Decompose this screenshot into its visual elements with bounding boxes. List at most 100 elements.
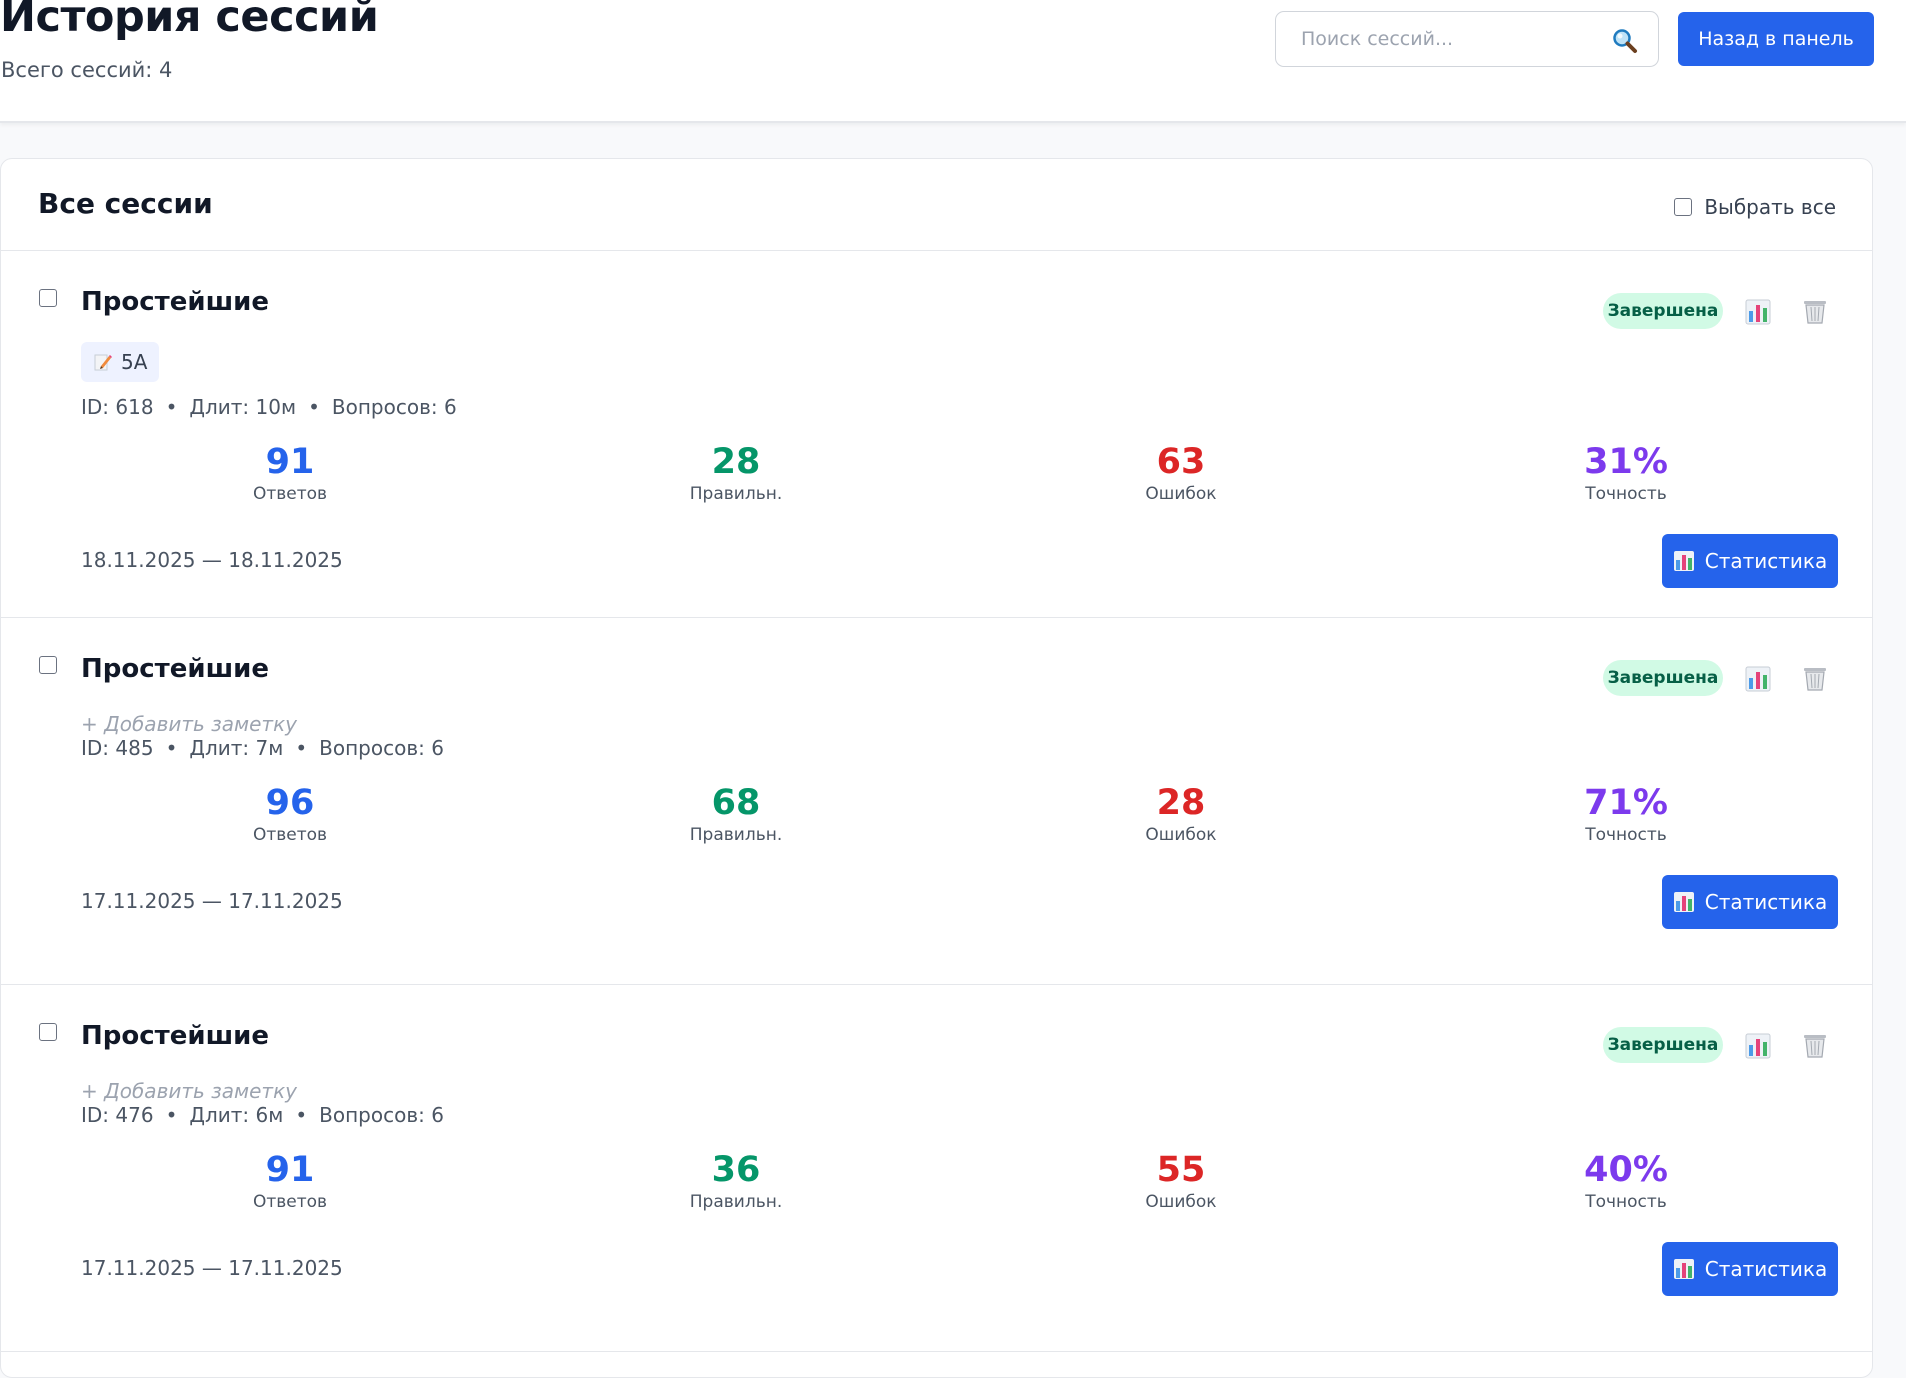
bar-chart-icon — [1673, 1259, 1694, 1279]
session-questions: Вопросов: 6 — [319, 1103, 444, 1127]
session-dates: 17.11.2025 — 17.11.2025 — [81, 889, 343, 913]
search-icon[interactable] — [1612, 28, 1638, 54]
session-questions: Вопросов: 6 — [319, 736, 444, 760]
pencil-icon — [94, 354, 112, 371]
answers-label: Ответов — [252, 484, 328, 504]
trash-icon[interactable] — [1801, 297, 1829, 325]
bar-chart-icon — [1673, 892, 1694, 912]
answers-value: 91 — [265, 1150, 315, 1190]
statistics-button[interactable]: Статистика — [1662, 1242, 1838, 1296]
session-checkbox[interactable] — [39, 289, 57, 307]
status-badge: Завершена — [1603, 293, 1723, 329]
errors-label: Ошибок — [1145, 484, 1217, 504]
session-dates: 18.11.2025 — 18.11.2025 — [81, 548, 343, 572]
separator: • — [165, 395, 178, 419]
select-all[interactable]: Выбрать все — [1674, 195, 1836, 219]
back-to-dashboard-button[interactable]: Назад в панель — [1678, 12, 1874, 66]
correct-label: Правильн. — [689, 825, 783, 845]
statistics-label: Статистика — [1704, 549, 1828, 573]
stat-errors: 63 Ошибок — [1071, 441, 1291, 505]
separator: • — [308, 395, 320, 419]
session-card: Простейшие Завершена + Добавить заметку … — [1, 985, 1872, 1352]
session-dates: 17.11.2025 — 17.11.2025 — [81, 1256, 343, 1280]
separator: • — [295, 1103, 308, 1127]
session-count: Всего сессий: 4 — [1, 58, 173, 82]
answers-label: Ответов — [252, 825, 328, 845]
errors-value: 55 — [1156, 1150, 1206, 1190]
bar-chart-icon — [1673, 551, 1694, 571]
stat-accuracy: 40% Точность — [1516, 1149, 1736, 1213]
trash-icon[interactable] — [1801, 664, 1829, 692]
answers-value: 96 — [265, 783, 315, 823]
status-badge: Завершена — [1603, 1027, 1723, 1063]
panel-title: Все сессии — [38, 187, 213, 220]
stat-correct: 68 Правильн. — [626, 782, 846, 846]
stat-errors: 55 Ошибок — [1071, 1149, 1291, 1213]
panel-header: Все сессии Выбрать все — [1, 159, 1872, 251]
separator: • — [165, 736, 178, 760]
session-title: Простейшие — [81, 1021, 270, 1051]
session-meta: ID: 618 • Длит: 10м • Вопросов: 6 — [81, 395, 457, 419]
status-badge: Завершена — [1603, 660, 1723, 696]
stat-answers: 96 Ответов — [180, 782, 400, 846]
accuracy-label: Точность — [1585, 825, 1667, 845]
errors-label: Ошибок — [1145, 1192, 1217, 1212]
session-duration: Длит: 7м — [189, 736, 284, 760]
answers-value: 91 — [265, 442, 315, 482]
accuracy-value: 31% — [1584, 442, 1668, 482]
stat-accuracy: 71% Точность — [1516, 782, 1736, 846]
select-all-label: Выбрать все — [1704, 195, 1836, 219]
session-duration: Длит: 6м — [189, 1103, 284, 1127]
session-id: ID: 618 — [81, 395, 154, 419]
session-title: Простейшие — [81, 654, 270, 684]
statistics-label: Статистика — [1704, 1257, 1828, 1281]
bar-chart-icon[interactable] — [1745, 299, 1771, 325]
session-checkbox[interactable] — [39, 1023, 57, 1041]
add-note-link[interactable]: + Добавить заметку — [81, 1079, 297, 1103]
bar-chart-icon[interactable] — [1745, 1033, 1771, 1059]
errors-label: Ошибок — [1145, 825, 1217, 845]
search-input[interactable] — [1276, 12, 1658, 66]
select-all-checkbox[interactable] — [1674, 198, 1693, 216]
session-id: ID: 476 — [81, 1103, 154, 1127]
separator: • — [165, 1103, 178, 1127]
correct-value: 28 — [711, 442, 761, 482]
correct-label: Правильн. — [689, 484, 783, 504]
separator: • — [295, 736, 308, 760]
session-title: Простейшие — [81, 287, 270, 317]
session-meta: ID: 476 • Длит: 6м • Вопросов: 6 — [81, 1103, 444, 1127]
correct-value: 36 — [711, 1150, 761, 1190]
add-note-link[interactable]: + Добавить заметку — [81, 712, 297, 736]
accuracy-value: 40% — [1584, 1150, 1668, 1190]
stat-answers: 91 Ответов — [180, 1149, 400, 1213]
stat-answers: 91 Ответов — [180, 441, 400, 505]
stat-accuracy: 31% Точность — [1516, 441, 1736, 505]
stat-errors: 28 Ошибок — [1071, 782, 1291, 846]
page-title: История сессий — [0, 0, 379, 42]
sessions-panel: Все сессии Выбрать все Простейшие Заверш… — [0, 158, 1873, 1378]
stat-correct: 28 Правильн. — [626, 441, 846, 505]
bar-chart-icon[interactable] — [1745, 666, 1771, 692]
trash-icon[interactable] — [1801, 1031, 1829, 1059]
statistics-button[interactable]: Статистика — [1662, 875, 1838, 929]
session-card: Простейшие Завершена 5А ID: 618 • Длит — [1, 251, 1872, 618]
session-card: Простейшие Завершена + Добавить заметку … — [1, 618, 1872, 985]
session-duration: Длит: 10м — [189, 395, 297, 419]
search-box[interactable] — [1275, 11, 1659, 67]
session-checkbox[interactable] — [39, 656, 57, 674]
statistics-button[interactable]: Статистика — [1662, 534, 1838, 588]
stat-correct: 36 Правильн. — [626, 1149, 846, 1213]
accuracy-label: Точность — [1585, 484, 1667, 504]
statistics-label: Статистика — [1704, 890, 1828, 914]
top-bar: История сессий Всего сессий: 4 Назад в п… — [0, 0, 1906, 123]
correct-value: 68 — [711, 783, 761, 823]
accuracy-label: Точность — [1585, 1192, 1667, 1212]
session-questions: Вопросов: 6 — [331, 395, 457, 419]
session-tag[interactable]: 5А — [81, 342, 160, 382]
session-meta: ID: 485 • Длит: 7м • Вопросов: 6 — [81, 736, 444, 760]
answers-label: Ответов — [252, 1192, 328, 1212]
errors-value: 63 — [1156, 442, 1206, 482]
errors-value: 28 — [1156, 783, 1206, 823]
tag-label: 5А — [121, 350, 148, 374]
correct-label: Правильн. — [689, 1192, 783, 1212]
